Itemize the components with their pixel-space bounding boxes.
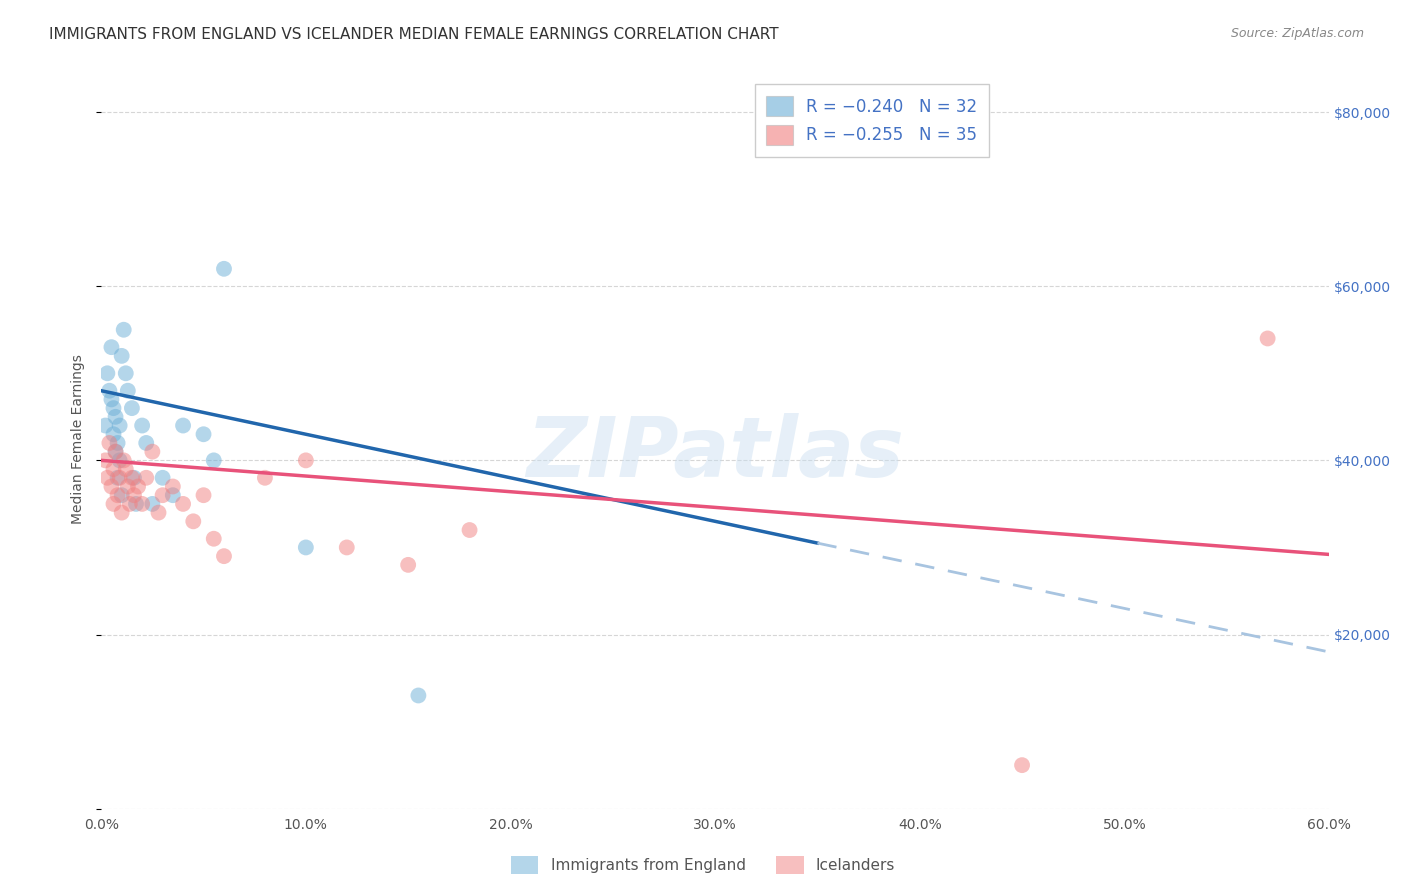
Point bbox=[100, 392, 122, 407]
Point bbox=[117, 479, 139, 493]
Point bbox=[1257, 331, 1279, 345]
Point bbox=[107, 436, 129, 450]
Point bbox=[172, 418, 194, 433]
Point bbox=[127, 479, 149, 493]
Point bbox=[162, 479, 184, 493]
Point bbox=[135, 471, 157, 485]
Point bbox=[202, 453, 225, 467]
Point bbox=[103, 401, 125, 416]
Point bbox=[111, 506, 134, 520]
Point bbox=[172, 497, 194, 511]
Point bbox=[131, 418, 153, 433]
Point bbox=[112, 453, 135, 467]
Point bbox=[162, 488, 184, 502]
Point bbox=[98, 384, 121, 398]
Point bbox=[107, 488, 129, 502]
Point bbox=[103, 427, 125, 442]
Point bbox=[181, 514, 204, 528]
Point bbox=[121, 471, 143, 485]
Point bbox=[122, 488, 145, 502]
Point bbox=[125, 497, 148, 511]
Point bbox=[103, 497, 125, 511]
Text: Source: ZipAtlas.com: Source: ZipAtlas.com bbox=[1230, 27, 1364, 40]
Point bbox=[112, 323, 135, 337]
Point bbox=[396, 558, 419, 572]
Point bbox=[96, 366, 118, 380]
Point bbox=[141, 444, 163, 458]
Point bbox=[295, 453, 318, 467]
Y-axis label: Median Female Earnings: Median Female Earnings bbox=[72, 353, 86, 524]
Point bbox=[104, 444, 127, 458]
Point bbox=[193, 427, 215, 442]
Point bbox=[98, 436, 121, 450]
Point bbox=[121, 401, 143, 416]
Point bbox=[131, 497, 153, 511]
Legend: R = −0.240   N = 32, R = −0.255   N = 35: R = −0.240 N = 32, R = −0.255 N = 35 bbox=[755, 84, 990, 157]
Point bbox=[108, 453, 131, 467]
Point bbox=[148, 506, 170, 520]
Point bbox=[108, 471, 131, 485]
Point bbox=[135, 436, 157, 450]
Text: ZIPatlas: ZIPatlas bbox=[526, 413, 904, 494]
Point bbox=[212, 261, 235, 276]
Point bbox=[336, 541, 359, 555]
Point bbox=[193, 488, 215, 502]
Point bbox=[103, 462, 125, 476]
Point bbox=[96, 471, 118, 485]
Point bbox=[408, 689, 430, 703]
Point bbox=[212, 549, 235, 563]
Point bbox=[94, 453, 117, 467]
Point bbox=[100, 340, 122, 354]
Point bbox=[152, 471, 174, 485]
Point bbox=[118, 497, 141, 511]
Point bbox=[111, 349, 134, 363]
Point bbox=[100, 479, 122, 493]
Point bbox=[202, 532, 225, 546]
Point bbox=[94, 418, 117, 433]
Point bbox=[117, 384, 139, 398]
Point bbox=[104, 409, 127, 424]
Point bbox=[104, 444, 127, 458]
Point bbox=[141, 497, 163, 511]
Legend: Immigrants from England, Icelanders: Immigrants from England, Icelanders bbox=[505, 850, 901, 880]
Point bbox=[122, 471, 145, 485]
Point bbox=[253, 471, 276, 485]
Point bbox=[107, 471, 129, 485]
Point bbox=[458, 523, 481, 537]
Point bbox=[114, 366, 136, 380]
Text: IMMIGRANTS FROM ENGLAND VS ICELANDER MEDIAN FEMALE EARNINGS CORRELATION CHART: IMMIGRANTS FROM ENGLAND VS ICELANDER MED… bbox=[49, 27, 779, 42]
Point bbox=[295, 541, 318, 555]
Point bbox=[1011, 758, 1033, 772]
Point bbox=[114, 462, 136, 476]
Point bbox=[111, 488, 134, 502]
Point bbox=[152, 488, 174, 502]
Point bbox=[108, 418, 131, 433]
